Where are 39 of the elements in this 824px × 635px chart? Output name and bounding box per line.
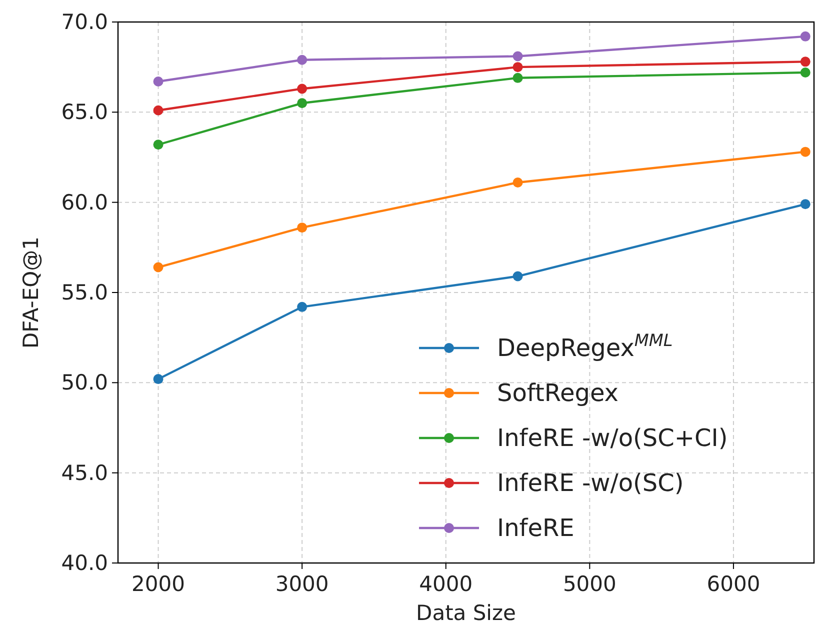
y-tick-label: 65.0: [61, 100, 108, 124]
y-tick-label: 50.0: [61, 370, 108, 395]
point: [800, 67, 810, 78]
x-tick-label: 2000: [132, 572, 185, 596]
x-tick-label: 5000: [562, 572, 616, 596]
y-axis-title: DFA-EQ@1: [19, 236, 43, 348]
point: [297, 98, 308, 108]
point: [297, 84, 308, 94]
legend-label: InfeRE: [497, 514, 574, 542]
x-tick-label: 4000: [419, 572, 473, 596]
point: [512, 51, 523, 62]
point: [153, 140, 164, 150]
y-tick-label: 55.0: [61, 280, 108, 304]
point: [800, 199, 810, 210]
x-tick-label: 6000: [706, 572, 760, 596]
point: [800, 146, 810, 157]
y-tick-label: 40.0: [61, 551, 108, 575]
y-tick-label: 60.0: [61, 190, 108, 214]
point: [297, 302, 308, 312]
legend-label: InfeRE -w/o(SC): [497, 469, 684, 497]
point: [512, 62, 523, 72]
x-axis-title: Data Size: [416, 601, 516, 625]
point: [512, 271, 523, 282]
legend-label: SoftRegex: [497, 379, 618, 407]
y-tick-label: 45.0: [61, 460, 108, 485]
point: [153, 374, 164, 384]
point: [153, 105, 164, 116]
point: [153, 262, 164, 272]
x-tick-label: 3000: [275, 572, 329, 596]
point: [297, 222, 308, 233]
y-tick-label: 70.0: [61, 10, 108, 34]
point: [153, 76, 164, 87]
legend-label: InfeRE -w/o(SC+CI): [497, 424, 728, 452]
point: [512, 72, 523, 83]
point: [800, 31, 810, 42]
point: [800, 56, 810, 67]
point: [297, 54, 308, 65]
legend-label: DeepRegex$^{MML}$: [497, 330, 673, 362]
point: [512, 177, 523, 188]
